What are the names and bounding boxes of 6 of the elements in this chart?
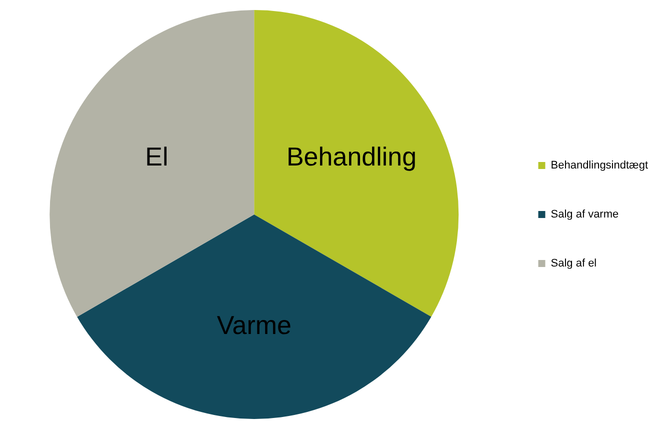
legend-label: Salg af varme [550, 208, 619, 221]
legend-label: Salg af el [550, 258, 597, 270]
text: Behandling [286, 141, 417, 172]
legend-label: Behandlingsindtægt [550, 160, 648, 172]
text: El [145, 141, 168, 172]
text: Varme [216, 310, 292, 340]
